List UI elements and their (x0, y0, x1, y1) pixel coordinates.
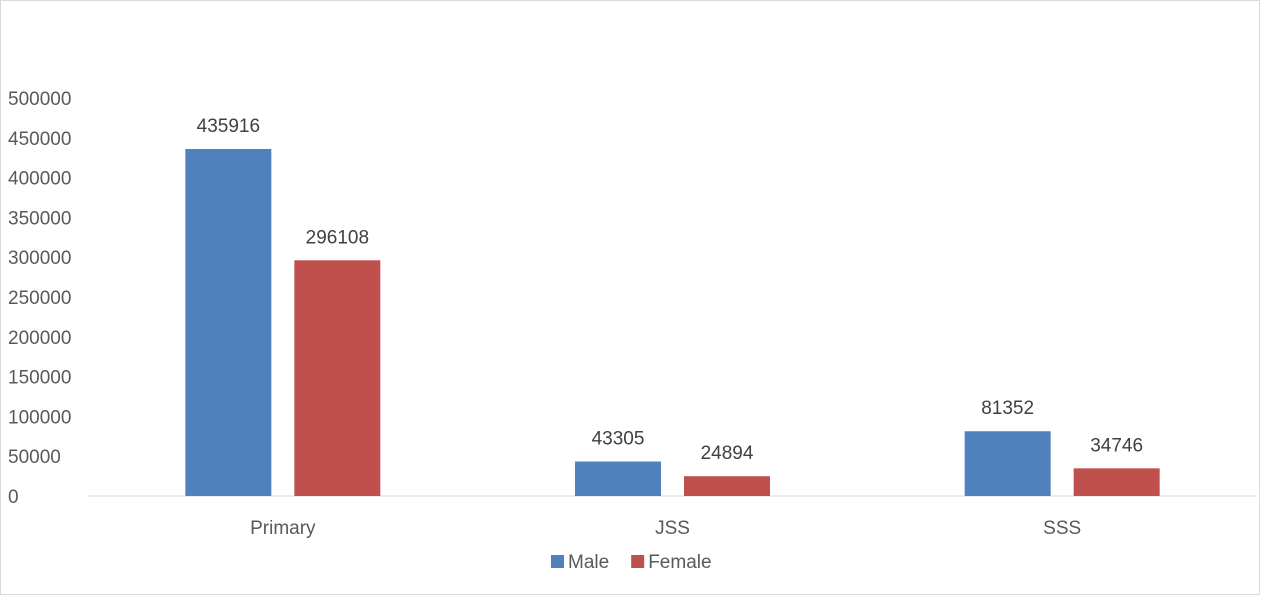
legend: Male Female (551, 552, 712, 573)
data-label: 43305 (592, 429, 645, 450)
y-axis-tick-labels: 0 50000 100000 150000 200000 250000 300000 3500… (8, 89, 71, 508)
legend-label: Female (648, 552, 711, 573)
bar-female-jss (684, 476, 770, 496)
data-label: 435916 (197, 116, 260, 137)
bars (185, 149, 1160, 496)
bar-male-primary (185, 149, 272, 496)
data-label: 34746 (1090, 435, 1143, 456)
x-axis-tick-labels: Primary JSS SSS (250, 518, 1081, 539)
data-label: 81352 (981, 398, 1034, 419)
y-tick-label: 350000 (8, 208, 71, 229)
x-tick-label: JSS (655, 518, 690, 539)
y-tick-label: 250000 (8, 288, 71, 309)
bar-male-sss (964, 431, 1051, 496)
legend-label: Male (568, 552, 609, 573)
y-tick-label: 450000 (8, 129, 71, 150)
data-label: 24894 (701, 443, 754, 464)
x-tick-label: Primary (250, 518, 316, 539)
data-labels: 435916 296108 43305 24894 81352 34746 (197, 116, 1143, 464)
bar-male-jss (575, 461, 661, 496)
data-label: 296108 (306, 227, 369, 248)
y-tick-label: 150000 (8, 368, 71, 389)
x-tick-label: SSS (1043, 518, 1081, 539)
y-tick-label: 50000 (8, 447, 61, 468)
bar-female-primary (294, 260, 381, 496)
y-tick-label: 100000 (8, 407, 71, 428)
y-tick-label: 300000 (8, 248, 71, 269)
y-tick-label: 0 (8, 487, 19, 508)
y-tick-label: 200000 (8, 328, 71, 349)
y-tick-label: 400000 (8, 169, 71, 190)
y-tick-label: 500000 (8, 89, 71, 110)
legend-swatch-male (551, 555, 564, 568)
bar-female-sss (1073, 468, 1160, 496)
legend-swatch-female (631, 555, 645, 568)
